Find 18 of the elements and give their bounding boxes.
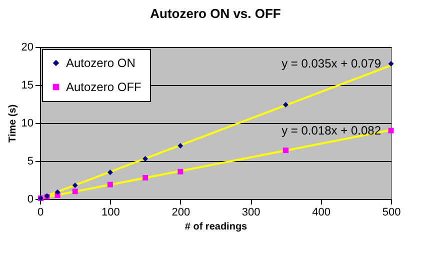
y-tick-label: 5 — [27, 156, 34, 168]
y-tick-label: 15 — [21, 80, 34, 92]
y-tick-label: 10 — [21, 118, 34, 130]
x-tick-label: 300 — [242, 206, 260, 218]
legend-label: Autozero OFF — [66, 80, 142, 94]
x-tick-label: 0 — [37, 206, 44, 218]
y-tick-label: 20 — [21, 42, 34, 54]
y-tick-label: 0 — [27, 194, 34, 206]
x-tick-label: 500 — [382, 206, 401, 218]
x-tick-label: 200 — [172, 206, 190, 218]
x-tick-label: 100 — [102, 206, 120, 218]
y-axis-title: Time (s) — [7, 104, 18, 143]
legend-label: Autozero ON — [66, 56, 136, 70]
x-tick-label: 400 — [312, 206, 330, 218]
annotation: y = 0.018x + 0.082 — [282, 124, 382, 138]
annotation: y = 0.035x + 0.079 — [282, 56, 382, 71]
x-axis-title: # of readings — [184, 222, 248, 232]
chart-title: Autozero ON vs. OFF — [150, 6, 281, 21]
